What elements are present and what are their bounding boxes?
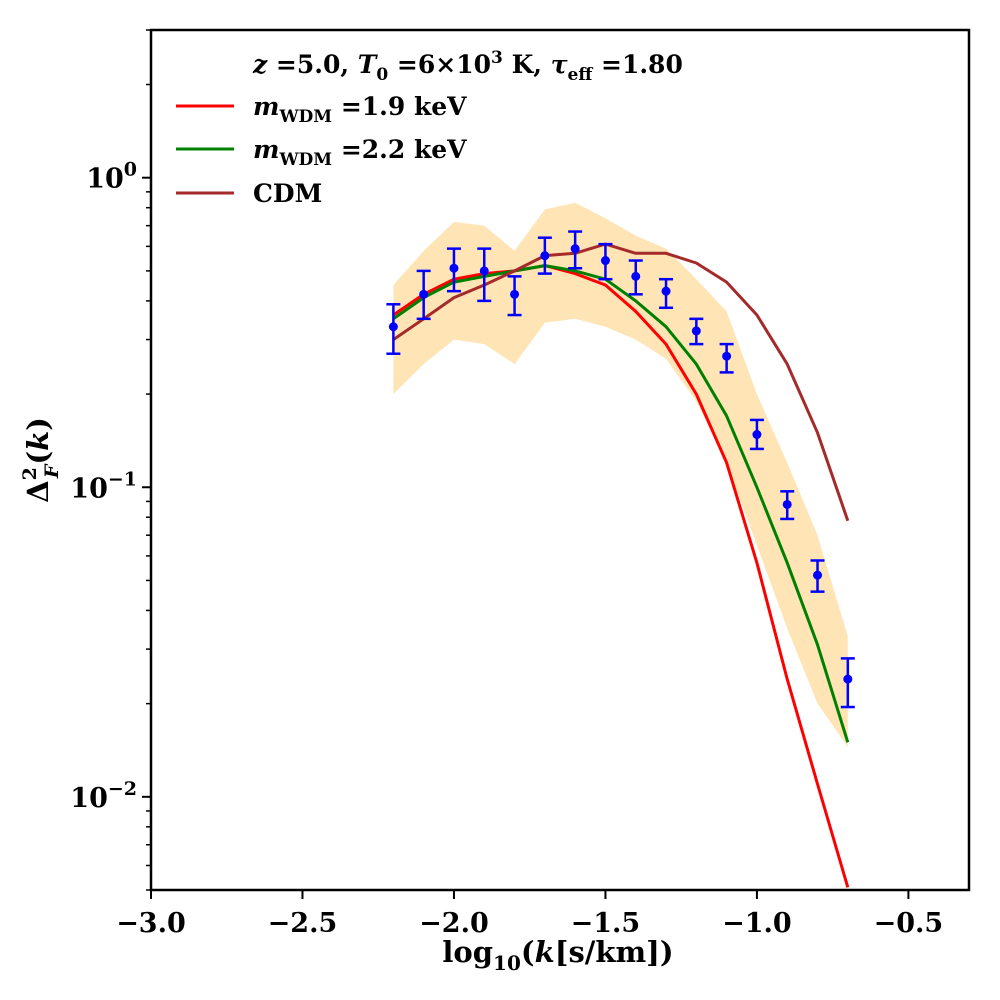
axes-layer: −3.0 −2.5 −2.0 −1.5 −1.0 −0.5 100 10−1 10−2 log10… (19, 28, 971, 975)
y-axis-label: Δ2F(k) (19, 417, 63, 503)
data-point-4 (507, 275, 522, 317)
uncertainty-band (393, 202, 848, 747)
data-point-marker (843, 674, 853, 684)
data-point-marker (419, 289, 429, 299)
legend-annotation: z =5.0, T0 =6×103 K, τeff =1.80 (252, 48, 683, 85)
x-tick-label-4: −1.0 (722, 908, 792, 939)
legend-label-1: mWDM =2.2 keV (253, 135, 467, 170)
data-point-marker (722, 351, 732, 361)
data-point-marker (540, 251, 550, 261)
data-point-marker (631, 271, 641, 281)
data-point-13 (780, 490, 795, 521)
data-point-marker (752, 430, 762, 440)
data-point-marker (600, 256, 610, 266)
y-tick-label-0: 100 (86, 159, 137, 195)
data-point-marker (782, 499, 792, 509)
data-point-5 (537, 236, 552, 275)
data-point-10 (689, 317, 704, 346)
x-tick-label-0: −3.0 (116, 908, 186, 939)
x-axis-label: log10(k[s/km]) (442, 935, 673, 975)
y-tick-label-2: 10−2 (70, 778, 137, 814)
data-point-marker (570, 244, 580, 254)
legend-label-0: mWDM =1.9 keV (253, 92, 467, 127)
data-point-14 (810, 559, 825, 593)
y-tick-label-1: 10−1 (70, 468, 137, 504)
series-line-1 (392, 264, 850, 743)
x-tick-label-5: −0.5 (874, 908, 944, 939)
data-point-0 (386, 303, 401, 355)
data-point-marker (388, 322, 398, 332)
data-point-15 (840, 657, 855, 709)
series-layer (392, 242, 850, 888)
data-point-8 (628, 259, 643, 296)
band-layer (393, 202, 848, 747)
data-point-2 (446, 247, 461, 293)
data-point-7 (598, 242, 613, 281)
x-tick-label-1: −2.5 (268, 908, 338, 939)
legend: z =5.0, T0 =6×103 K, τeff =1.80 mWDM =1.9… (176, 48, 683, 208)
series-line-0 (392, 264, 850, 888)
data-point-marker (479, 266, 489, 276)
points-layer (386, 230, 855, 709)
x-tick-label-3: −1.5 (571, 908, 641, 939)
data-point-1 (416, 269, 431, 321)
data-point-11 (719, 342, 734, 374)
data-point-marker (813, 570, 823, 580)
data-point-6 (568, 230, 583, 270)
data-point-3 (477, 247, 492, 303)
series-line-2 (392, 242, 850, 522)
x-tick-label-2: −2.0 (419, 908, 489, 939)
data-point-9 (659, 277, 674, 310)
data-point-marker (449, 263, 459, 273)
legend-label-2: CDM (253, 179, 322, 208)
data-point-marker (691, 326, 701, 336)
data-point-marker (661, 286, 671, 296)
data-point-12 (749, 418, 764, 451)
data-point-marker (510, 289, 520, 299)
plot-frame (149, 28, 971, 892)
